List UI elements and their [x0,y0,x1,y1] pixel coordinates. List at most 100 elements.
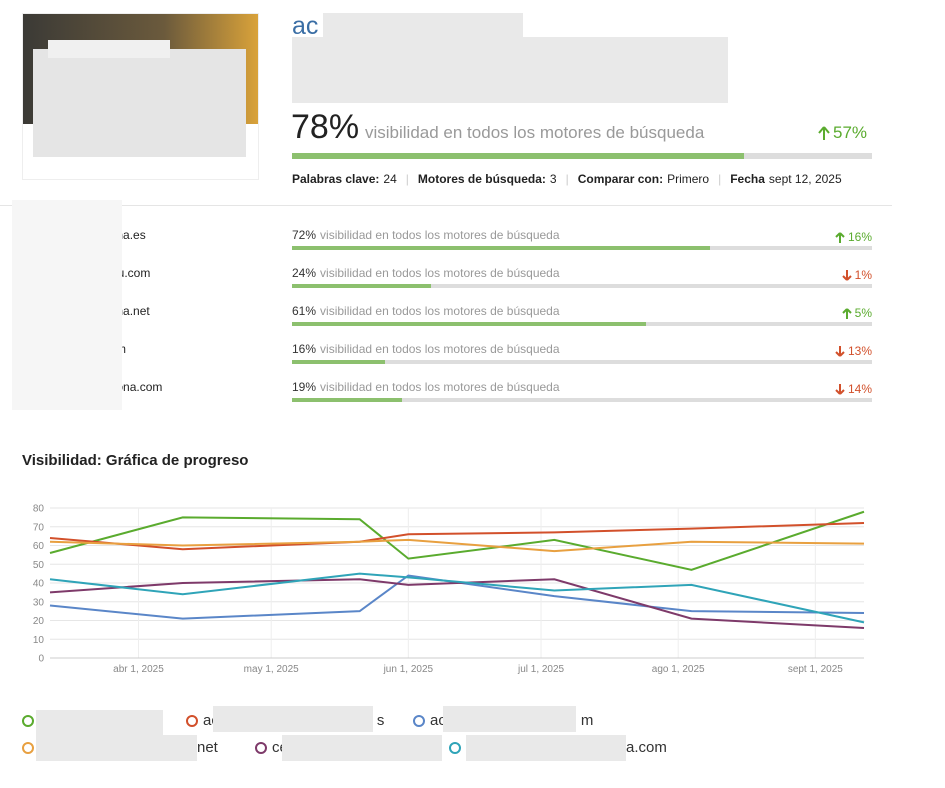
legend-marker [449,741,461,754]
arrow-up [841,307,852,319]
row-visibility: 24% [292,266,317,280]
row-bar [292,284,872,288]
row-text: 16% visibilidad en todos los motores de b… [292,342,560,356]
row-visibility-text: visibilidad en todos los motores de búsq… [320,380,560,394]
legend-marker [22,741,34,754]
legend-label-end: s [376,712,385,729]
visibility-change: 57% [818,123,867,143]
legend-label: ac [430,712,446,729]
row-bar [292,246,872,250]
arrow-down [835,345,845,357]
redaction [443,706,576,732]
redaction [282,735,442,761]
row-visibility: 19% [292,380,317,394]
legend-item: net [22,739,218,756]
row-text: 61% visibilidad en todos los motores de b… [292,304,560,318]
redaction [292,37,728,103]
x-tick-label: abr 1, 2025 [113,664,164,675]
y-tick-label: 70 [33,522,45,533]
row-text: 24% visibilidad en todos los motores de b… [292,266,560,280]
series-line [49,578,865,629]
row-change-value: 5% [854,306,872,320]
meta-value: Primero [667,172,710,186]
legend-label-end: m [580,712,594,729]
row-visibility: 16% [292,342,317,356]
row-bar-fill [292,322,646,326]
row-bar [292,398,872,402]
visibility-text: visibilidad en todos los motores de búsq… [365,123,705,142]
legend-marker [186,714,198,727]
change-value: 57% [833,123,868,142]
row-change-value: 14% [847,382,872,396]
row-bar-fill [292,284,432,288]
redaction [48,40,170,58]
row-visibility: 72% [292,228,317,242]
site-title: ac [292,12,319,40]
meta: Palabras clave: 24 | Motores de búsqueda: 3 |… [292,172,842,186]
row-visibility-text: visibilidad en todos los motores de búsq… [320,266,560,280]
row-bar [292,360,872,364]
row-visibility: 61% [292,304,317,318]
row-visibility-text: visibilidad en todos los motores de búsq… [320,304,560,318]
row-change: 5% [792,306,872,320]
divider [0,205,892,206]
thumbnail [22,13,259,180]
meta-label: Motores de búsqueda: [417,172,546,186]
x-tick-label: jun 1, 2025 [383,664,434,675]
row-change: 1% [792,268,872,282]
separator: | [718,172,722,186]
row-change: 13% [792,344,872,358]
series-line [49,522,865,551]
legend-item: ac m [413,712,593,729]
legend-marker [22,714,34,727]
row-change-value: 1% [854,268,872,282]
x-tick-label: jul 1, 2025 [517,664,565,675]
separator: | [565,172,569,186]
redaction [33,49,246,157]
row-change: 16% [792,230,872,244]
separator: | [405,172,409,186]
legend-marker [255,741,267,754]
visibility-bar [292,153,872,159]
meta-value: 24 [383,172,397,186]
visibility-fill [292,153,745,159]
row-change: 14% [792,382,872,396]
row-bar-fill [292,398,403,402]
row-text: 19% visibilidad en todos los motores de b… [292,380,560,394]
legend-label: a.com [626,739,667,756]
meta-label: Palabras clave: [292,172,380,186]
row-text: 72% visibilidad en todos los motores de b… [292,228,560,242]
y-tick-label: 0 [38,654,44,665]
row-bar [292,322,872,326]
x-tick-label: sept 1, 2025 [788,664,843,675]
chart: 0 10 20 30 40 50 60 70 80 abr 1, 2025 may 1, 2025 j… [33,504,865,675]
row-visibility-text: visibilidad en todos los motores de búsq… [320,342,560,356]
redaction [466,735,626,761]
y-tick-label: 10 [33,635,45,646]
series-line [49,572,865,624]
arrow-up [818,126,830,140]
arrow-down [841,269,852,281]
meta-value: 3 [549,172,557,186]
series-line [49,510,865,571]
series-line [49,538,865,553]
y-tick-label: 30 [33,597,45,608]
y-tick-label: 80 [33,504,45,515]
arrow-down [835,383,845,395]
legend-marker [413,714,425,727]
y-tick-label: 60 [33,541,45,552]
row-change-value: 16% [847,230,872,244]
meta-label: Fecha [730,172,765,186]
legend-item: a.com [449,739,667,756]
y-tick-label: 50 [33,560,45,571]
arrow-up [835,231,845,243]
redaction [12,200,122,410]
redaction [36,735,197,761]
legend-label: net [197,739,218,756]
redaction [213,706,373,732]
series-line [49,574,865,620]
chart-title: Visibilidad: Gráfica de progreso [22,452,249,469]
redaction [36,710,163,736]
x-tick-label: may 1, 2025 [244,664,299,675]
redaction [323,13,523,37]
